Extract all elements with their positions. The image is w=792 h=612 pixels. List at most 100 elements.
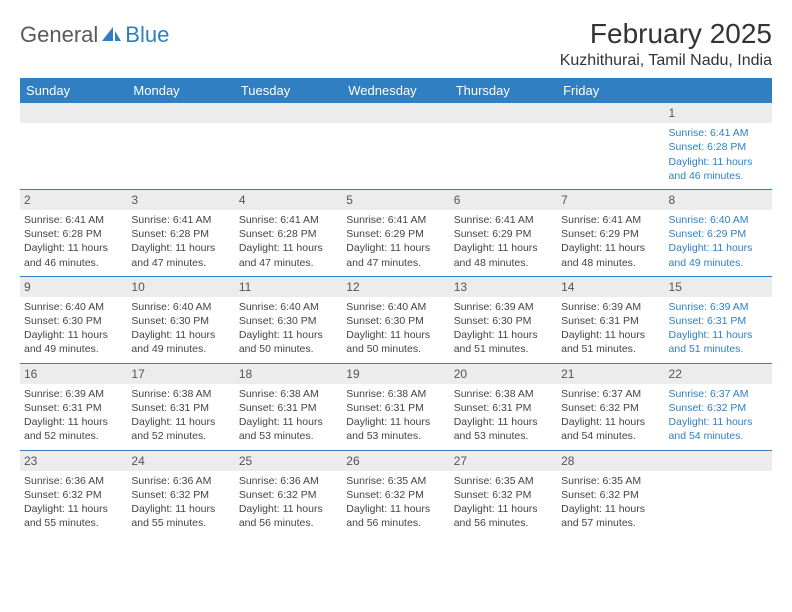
cell-lines: Sunrise: 6:40 AMSunset: 6:30 PMDaylight:…	[346, 300, 445, 357]
cell-line: Sunset: 6:29 PM	[454, 227, 553, 241]
calendar-cell: 11Sunrise: 6:40 AMSunset: 6:30 PMDayligh…	[235, 276, 342, 363]
cell-lines: Sunrise: 6:41 AMSunset: 6:28 PMDaylight:…	[239, 213, 338, 270]
cell-line: and 56 minutes.	[346, 516, 445, 530]
cell-line: Sunset: 6:28 PM	[24, 227, 123, 241]
cell-line: and 48 minutes.	[561, 256, 660, 270]
cell-lines: Sunrise: 6:40 AMSunset: 6:30 PMDaylight:…	[131, 300, 230, 357]
calendar-cell: 26Sunrise: 6:35 AMSunset: 6:32 PMDayligh…	[342, 450, 449, 536]
cell-line: and 52 minutes.	[24, 429, 123, 443]
cell-line: Sunrise: 6:37 AM	[561, 387, 660, 401]
cell-line: Daylight: 11 hours	[454, 328, 553, 342]
day-number	[342, 103, 449, 123]
cell-line: Sunrise: 6:38 AM	[454, 387, 553, 401]
cell-line: Sunset: 6:28 PM	[669, 140, 768, 154]
calendar-body: 1Sunrise: 6:41 AMSunset: 6:28 PMDaylight…	[20, 103, 772, 536]
day-header-monday: Monday	[127, 78, 234, 103]
cell-line: Sunrise: 6:39 AM	[454, 300, 553, 314]
cell-line: Sunrise: 6:40 AM	[131, 300, 230, 314]
cell-lines: Sunrise: 6:36 AMSunset: 6:32 PMDaylight:…	[131, 474, 230, 531]
day-number	[557, 103, 664, 123]
cell-line: Daylight: 11 hours	[561, 328, 660, 342]
cell-line: Sunset: 6:29 PM	[669, 227, 768, 241]
cell-line: Sunset: 6:30 PM	[346, 314, 445, 328]
calendar-cell: 23Sunrise: 6:36 AMSunset: 6:32 PMDayligh…	[20, 450, 127, 536]
cell-line: Sunset: 6:32 PM	[239, 488, 338, 502]
cell-line: Sunset: 6:32 PM	[131, 488, 230, 502]
cell-line: Sunrise: 6:39 AM	[561, 300, 660, 314]
cell-line: and 46 minutes.	[669, 169, 768, 183]
title-block: February 2025 Kuzhithurai, Tamil Nadu, I…	[560, 18, 772, 70]
cell-lines: Sunrise: 6:39 AMSunset: 6:30 PMDaylight:…	[454, 300, 553, 357]
day-number: 4	[235, 190, 342, 210]
cell-lines: Sunrise: 6:39 AMSunset: 6:31 PMDaylight:…	[24, 387, 123, 444]
cell-line: Daylight: 11 hours	[561, 415, 660, 429]
cell-lines: Sunrise: 6:39 AMSunset: 6:31 PMDaylight:…	[561, 300, 660, 357]
calendar-cell: 12Sunrise: 6:40 AMSunset: 6:30 PMDayligh…	[342, 276, 449, 363]
cell-lines: Sunrise: 6:41 AMSunset: 6:28 PMDaylight:…	[669, 126, 768, 183]
cell-line: Daylight: 11 hours	[346, 328, 445, 342]
day-number: 2	[20, 190, 127, 210]
day-number: 18	[235, 364, 342, 384]
cell-line: Daylight: 11 hours	[24, 415, 123, 429]
cell-line: Daylight: 11 hours	[131, 415, 230, 429]
cell-lines: Sunrise: 6:36 AMSunset: 6:32 PMDaylight:…	[24, 474, 123, 531]
cell-line: Daylight: 11 hours	[131, 502, 230, 516]
day-number	[450, 103, 557, 123]
calendar-cell: 19Sunrise: 6:38 AMSunset: 6:31 PMDayligh…	[342, 363, 449, 450]
cell-line: and 51 minutes.	[669, 342, 768, 356]
cell-line: Daylight: 11 hours	[454, 415, 553, 429]
calendar-cell	[450, 103, 557, 189]
calendar-cell: 5Sunrise: 6:41 AMSunset: 6:29 PMDaylight…	[342, 189, 449, 276]
day-header-row: Sunday Monday Tuesday Wednesday Thursday…	[20, 78, 772, 103]
cell-line: Sunset: 6:31 PM	[561, 314, 660, 328]
calendar-cell: 24Sunrise: 6:36 AMSunset: 6:32 PMDayligh…	[127, 450, 234, 536]
day-number	[235, 103, 342, 123]
cell-line: and 53 minutes.	[346, 429, 445, 443]
cell-lines: Sunrise: 6:39 AMSunset: 6:31 PMDaylight:…	[669, 300, 768, 357]
cell-line: Sunset: 6:30 PM	[24, 314, 123, 328]
day-number: 22	[665, 364, 772, 384]
calendar-cell: 20Sunrise: 6:38 AMSunset: 6:31 PMDayligh…	[450, 363, 557, 450]
day-number: 21	[557, 364, 664, 384]
cell-line: Daylight: 11 hours	[24, 241, 123, 255]
cell-lines: Sunrise: 6:40 AMSunset: 6:29 PMDaylight:…	[669, 213, 768, 270]
cell-line: Sunrise: 6:36 AM	[131, 474, 230, 488]
cell-line: and 49 minutes.	[131, 342, 230, 356]
cell-lines: Sunrise: 6:41 AMSunset: 6:28 PMDaylight:…	[131, 213, 230, 270]
calendar-week: 2Sunrise: 6:41 AMSunset: 6:28 PMDaylight…	[20, 189, 772, 276]
cell-line: Daylight: 11 hours	[346, 415, 445, 429]
calendar-cell	[235, 103, 342, 189]
cell-line: and 57 minutes.	[561, 516, 660, 530]
cell-line: Daylight: 11 hours	[239, 328, 338, 342]
cell-line: Sunrise: 6:41 AM	[669, 126, 768, 140]
cell-line: Sunrise: 6:38 AM	[239, 387, 338, 401]
cell-line: Sunset: 6:32 PM	[454, 488, 553, 502]
cell-line: Daylight: 11 hours	[669, 328, 768, 342]
cell-line: and 51 minutes.	[561, 342, 660, 356]
cell-line: Daylight: 11 hours	[239, 241, 338, 255]
calendar-week: 1Sunrise: 6:41 AMSunset: 6:28 PMDaylight…	[20, 103, 772, 189]
cell-line: and 47 minutes.	[131, 256, 230, 270]
cell-line: and 56 minutes.	[454, 516, 553, 530]
cell-line: and 51 minutes.	[454, 342, 553, 356]
calendar-cell: 17Sunrise: 6:38 AMSunset: 6:31 PMDayligh…	[127, 363, 234, 450]
cell-line: Sunrise: 6:35 AM	[454, 474, 553, 488]
cell-line: Sunrise: 6:41 AM	[239, 213, 338, 227]
day-number: 13	[450, 277, 557, 297]
cell-lines: Sunrise: 6:40 AMSunset: 6:30 PMDaylight:…	[24, 300, 123, 357]
cell-lines: Sunrise: 6:37 AMSunset: 6:32 PMDaylight:…	[561, 387, 660, 444]
calendar-cell	[665, 450, 772, 536]
cell-lines: Sunrise: 6:37 AMSunset: 6:32 PMDaylight:…	[669, 387, 768, 444]
cell-line: Sunrise: 6:39 AM	[24, 387, 123, 401]
cell-lines: Sunrise: 6:38 AMSunset: 6:31 PMDaylight:…	[454, 387, 553, 444]
logo-sail-icon	[102, 24, 122, 47]
day-number	[127, 103, 234, 123]
cell-line: Sunset: 6:30 PM	[454, 314, 553, 328]
calendar-cell: 7Sunrise: 6:41 AMSunset: 6:29 PMDaylight…	[557, 189, 664, 276]
day-number: 19	[342, 364, 449, 384]
calendar-cell: 27Sunrise: 6:35 AMSunset: 6:32 PMDayligh…	[450, 450, 557, 536]
cell-line: Daylight: 11 hours	[669, 241, 768, 255]
day-number: 9	[20, 277, 127, 297]
calendar-cell	[342, 103, 449, 189]
cell-lines: Sunrise: 6:35 AMSunset: 6:32 PMDaylight:…	[346, 474, 445, 531]
